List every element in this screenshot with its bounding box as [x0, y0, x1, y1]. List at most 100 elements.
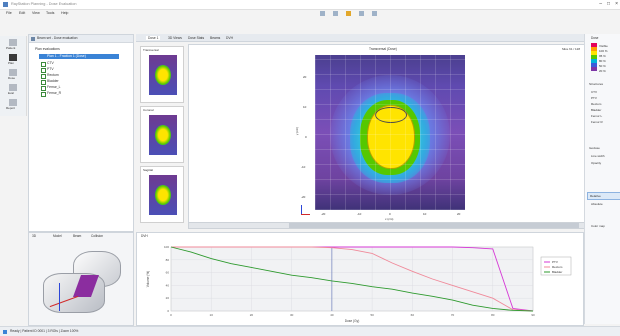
thumb-coronal-image [149, 115, 177, 155]
toolbar-save-icon[interactable] [346, 11, 351, 16]
menu-tools[interactable]: Tools [46, 11, 55, 15]
main-view-xtick: 20 [457, 212, 461, 216]
legend-swatch [591, 51, 597, 55]
collapse-icon[interactable] [31, 36, 35, 41]
dvh-xtick-label: 60 [411, 313, 415, 317]
left-tool-patient[interactable]: Patient [3, 39, 23, 51]
tree-item-selected[interactable] [39, 54, 119, 59]
toolbar-undo-icon[interactable] [320, 11, 325, 16]
dvh-xtick-label: 90 [531, 313, 535, 317]
left-tool-eval[interactable]: Eval [3, 84, 23, 96]
check-icon[interactable] [41, 86, 46, 91]
patient-icon [9, 39, 17, 46]
toolbar-redo-icon[interactable] [333, 11, 338, 16]
thumb-sagittal[interactable]: Sagittal [140, 166, 184, 223]
close-button[interactable]: × [615, 1, 618, 7]
tab-collision[interactable]: Collision [91, 234, 104, 238]
main-dose-view[interactable]: Transversal (Dose) Slice 61 / 128 y (cm)… [188, 44, 585, 224]
check-icon[interactable] [41, 68, 46, 73]
tab-dose-1[interactable]: Dose 1 [146, 35, 161, 40]
dose-wash-yellow [367, 105, 415, 169]
prop-label[interactable]: Rectum [591, 102, 602, 106]
prop-label[interactable]: CTV [591, 90, 597, 94]
check-icon[interactable] [41, 62, 46, 67]
dvh-xtick-label: 20 [250, 313, 254, 317]
legend-swatch [591, 55, 597, 59]
prop-label[interactable]: Absolute [591, 202, 603, 206]
dvh-chart[interactable]: 0 10 20 30 40 50 60 70 80 90 0 20 40 60 80 100 Dose (Gy)… [137, 239, 583, 325]
tab-beam[interactable]: Beam [73, 234, 82, 238]
tree-root[interactable]: Plan evaluations [35, 47, 60, 51]
properties-title: Dose [591, 36, 599, 40]
main-view-ytick: -20 [301, 195, 306, 199]
dose-image[interactable] [315, 55, 465, 210]
gantry-model [39, 243, 124, 321]
tree-item-bladder[interactable]: Bladder [47, 79, 59, 83]
dvh-ytick-label: 40 [166, 283, 170, 287]
legend-swatch [591, 59, 597, 63]
model-3d-panel[interactable]: 3D Model Beam Collision [28, 232, 134, 326]
left-tool-plan[interactable]: Plan [3, 54, 23, 66]
dvh-panel: DVH 0 10 20 30 40 50 60 70 80 90 0 20 40 60 80 100 Dose … [136, 232, 584, 326]
prop-section-structures: Structures [589, 82, 604, 86]
tree-item-femur-l[interactable]: Femur_L [47, 85, 61, 89]
status-bar: Ready | Patient ID 0001 | 3 ROIs | Zoom … [0, 326, 620, 336]
main-view-xtick: 0 [389, 212, 391, 216]
plan-icon [9, 54, 17, 61]
properties-panel: Dose Visible 100 % 95 % 80 % 50 % 20 % S… [584, 34, 620, 324]
main-view-readout: Slice 61 / 128 [561, 47, 580, 51]
menu-view[interactable]: View [32, 11, 40, 15]
tab-3d-views[interactable]: 3D Views [168, 35, 182, 40]
thumb-dose-blob [155, 185, 171, 205]
main-view-yaxis-label: y (cm) [295, 126, 300, 136]
toolbar-print-icon[interactable] [359, 11, 364, 16]
thumb-coronal[interactable]: Coronal [140, 106, 184, 163]
menu-edit[interactable]: Edit [19, 11, 26, 15]
dvh-xtick-label: 50 [370, 313, 374, 317]
check-icon[interactable] [41, 80, 46, 85]
maximize-button[interactable]: □ [606, 1, 610, 7]
prop-label[interactable]: Bladder [591, 108, 602, 112]
tree-item-femur-r[interactable]: Femur_R [47, 91, 62, 95]
menu-help[interactable]: Help [61, 11, 69, 15]
minimize-button[interactable]: – [599, 1, 602, 7]
slice-scroll-thumb[interactable] [289, 223, 579, 228]
left-tool-eval-label: Eval [8, 91, 14, 95]
check-icon[interactable] [41, 74, 46, 79]
tab-beams[interactable]: Beams [210, 35, 221, 40]
slice-scrollbar[interactable] [188, 222, 585, 229]
left-tool-dose[interactable]: Dose [3, 69, 23, 81]
dvh-tab-label[interactable]: DVH [141, 234, 148, 238]
tab-dvh[interactable]: DVH [226, 35, 233, 40]
prop-label: Opacity [591, 161, 602, 165]
tree-item-rectum[interactable]: Rectum [47, 73, 59, 77]
dvh-xtick-label: 70 [451, 313, 455, 317]
relative-option[interactable]: Relative [587, 192, 620, 200]
tab-model[interactable]: Model [53, 234, 62, 238]
left-tool-report[interactable]: Report [3, 99, 23, 111]
left-tool-plan-label: Plan [8, 61, 15, 65]
tree-item-plan[interactable]: Plan 1 - Fraction 1 (Dose) [47, 54, 86, 58]
dvh-xtick-label: 80 [491, 313, 495, 317]
tab-dose-stats[interactable]: Dose Stats [188, 35, 205, 40]
legend-swatch [591, 47, 597, 51]
thumb-transversal[interactable]: Transversal [140, 46, 184, 103]
grid-vertical [315, 55, 465, 210]
view-tab-strip: Dose 1 3D Views Dose Stats Beams DVH [136, 34, 584, 42]
left-tool-patient-label: Patient [6, 46, 16, 50]
dvh-legend-label: Rectum [552, 265, 563, 269]
prop-label[interactable]: Femur L [591, 114, 603, 118]
legend-swatch [591, 43, 597, 47]
menu-file[interactable]: File [6, 11, 12, 15]
dvh-yaxis-label: Volume (%) [146, 271, 150, 287]
prop-label: Color map [591, 224, 605, 228]
tree-item-ptv[interactable]: PTV [47, 67, 54, 71]
prop-label[interactable]: Femur R [591, 120, 603, 124]
check-icon[interactable] [41, 92, 46, 97]
dvh-ytick-label: 100 [164, 245, 169, 249]
toolbar-settings-icon[interactable] [372, 11, 377, 16]
prop-label[interactable]: PTV [591, 96, 597, 100]
plan-tree-panel: Beam set - Dose evaluation Plan evaluati… [28, 34, 134, 232]
tree-item-ctv[interactable]: CTV [47, 61, 54, 65]
prop-label: 80 % [599, 59, 606, 63]
